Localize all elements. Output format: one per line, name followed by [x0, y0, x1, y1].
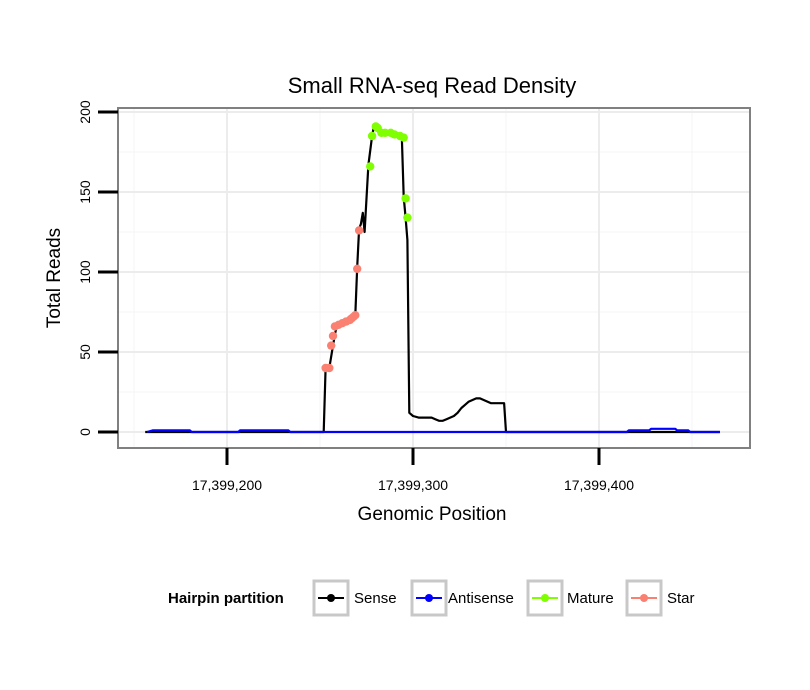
x-tick-label: 17,399,400: [564, 477, 634, 493]
chart-title: Small RNA-seq Read Density: [288, 73, 577, 98]
x-tick-label: 17,399,300: [378, 477, 448, 493]
x-tick-label: 17,399,200: [192, 477, 262, 493]
y-tick-label: 50: [77, 344, 93, 360]
legend-key-point: [425, 594, 433, 602]
legend-key-point: [640, 594, 648, 602]
legend-label: Mature: [567, 590, 614, 607]
data-point-star: [354, 226, 364, 235]
x-axis-title: Genomic Position: [358, 504, 507, 525]
legend-label: Antisense: [448, 590, 514, 607]
series-line-antisense: [146, 427, 720, 434]
data-point-mature: [403, 213, 412, 222]
data-point-mature: [401, 194, 410, 203]
legend-item-antisense[interactable]: Antisense: [410, 579, 514, 617]
legend-key-point: [541, 594, 549, 602]
legend-label: Star: [667, 590, 695, 607]
y-tick-label: 100: [77, 260, 93, 284]
data-point-mature: [366, 162, 375, 171]
data-point-star: [328, 331, 338, 341]
data-point-star: [327, 341, 336, 350]
y-tick-label: 0: [77, 428, 93, 436]
data-point-mature: [399, 133, 408, 142]
legend: Hairpin partition Sense Antisense Mature St…: [168, 579, 695, 617]
y-tick-label: 200: [77, 100, 93, 124]
y-axis-title: Total Reads: [44, 228, 65, 328]
legend-item-star[interactable]: Star: [625, 579, 695, 617]
legend-label: Sense: [354, 590, 397, 607]
legend-item-sense[interactable]: Sense: [312, 579, 397, 617]
legend-key-point: [327, 594, 335, 602]
data-point-mature: [367, 131, 377, 141]
legend-title: Hairpin partition: [168, 590, 284, 607]
plot-area: 0 50 100 150 200 17,399,200 17,399,300 17,399,4…: [77, 100, 751, 493]
panel-border: [117, 107, 751, 449]
series-line-sense: [145, 125, 720, 434]
data-point-star: [351, 311, 360, 320]
data-point-star: [325, 363, 334, 373]
y-tick-label: 150: [77, 180, 93, 204]
data-point-star: [353, 264, 362, 273]
legend-item-mature[interactable]: Mature: [526, 579, 614, 617]
